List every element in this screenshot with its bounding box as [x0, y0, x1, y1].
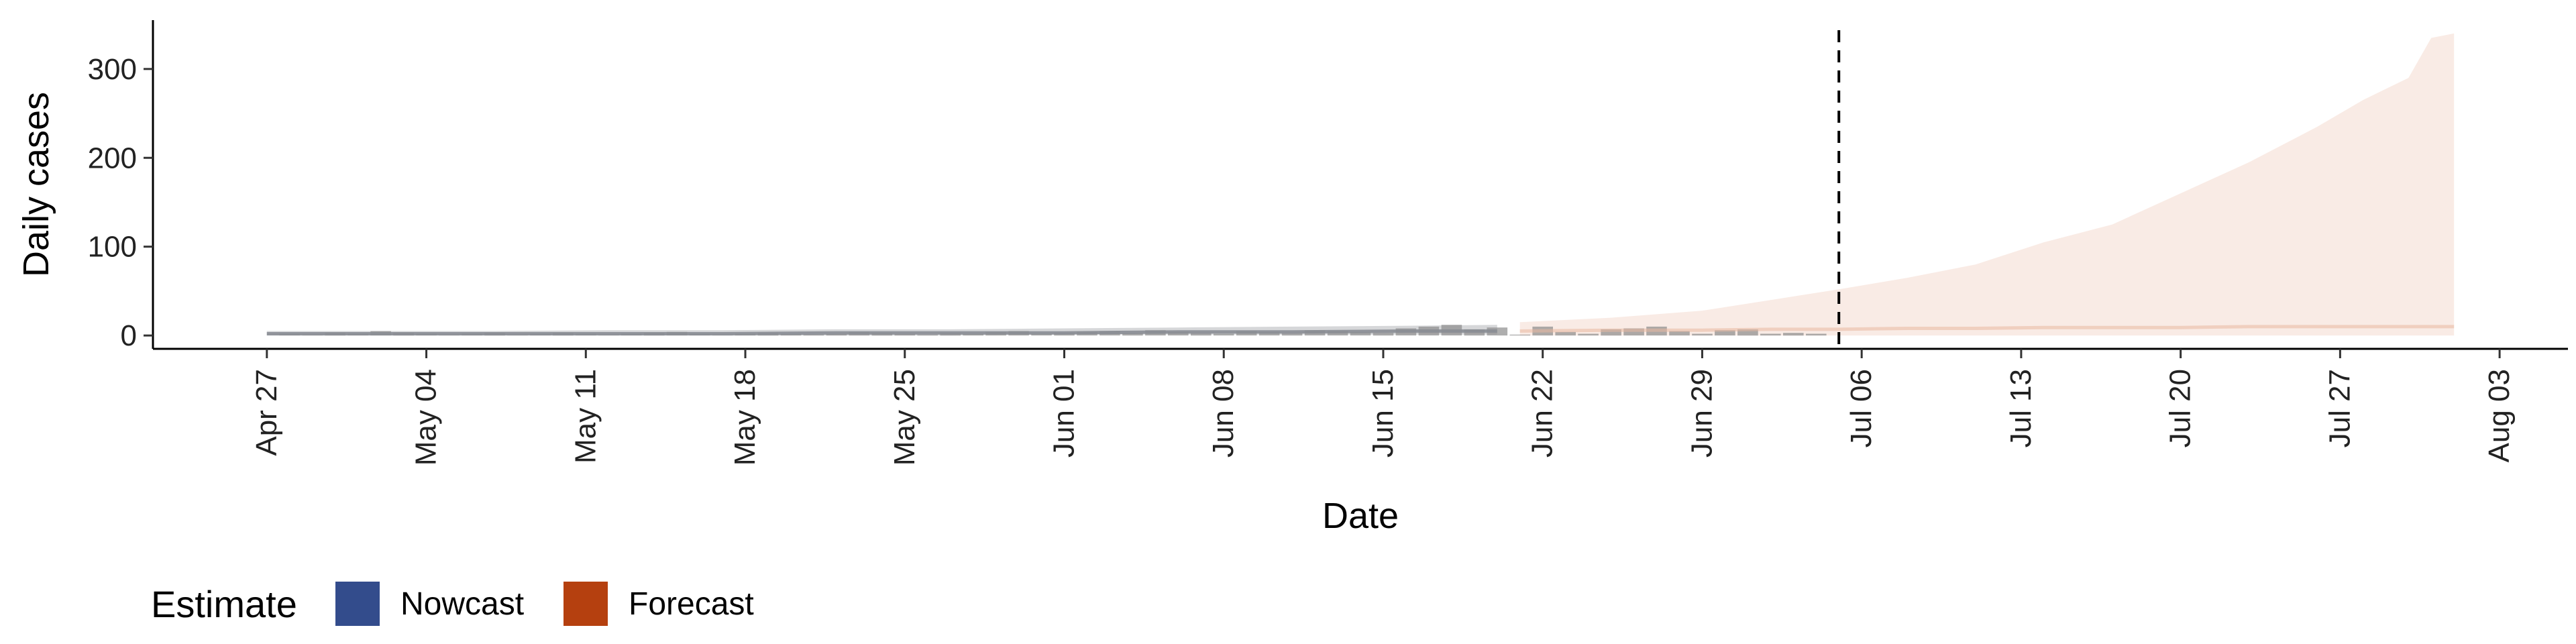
case-bar — [1601, 329, 1621, 336]
case-bar — [1327, 331, 1348, 336]
series-areas — [266, 33, 2455, 336]
x-tick-label: Jun 01 — [1047, 369, 1080, 458]
median-line-nowcast — [266, 329, 1497, 335]
case-bar — [1623, 328, 1644, 336]
y-tick-label: 0 — [121, 319, 137, 352]
case-bar — [1122, 333, 1143, 336]
case-bar — [1737, 329, 1758, 336]
legend-title: Estimate — [151, 583, 297, 625]
legend-swatch-nowcast — [335, 582, 380, 626]
x-tick-label: Jul 27 — [2323, 369, 2356, 447]
y-tick-label: 100 — [88, 231, 137, 264]
case-bar — [1031, 333, 1052, 336]
ribbon-forecast — [1519, 33, 2455, 336]
legend-label-nowcast: Nowcast — [400, 586, 524, 622]
x-tick-label: Jul 20 — [2164, 369, 2197, 447]
case-bar — [1555, 331, 1576, 336]
case-bar — [1806, 333, 1827, 336]
case-bar — [1373, 333, 1394, 336]
case-bar — [1281, 333, 1303, 336]
case-bar — [894, 333, 916, 336]
x-axis-ticks: Apr 27 May 04 May 11 May 18 May 25 Jun 01 Jun … — [250, 349, 2516, 466]
series-lines — [266, 325, 2455, 335]
case-bar — [1692, 333, 1713, 336]
x-tick-label: Jun 29 — [1685, 369, 1718, 458]
x-axis-title: Date — [1322, 496, 1399, 536]
legend: Estimate Nowcast Forecast — [151, 582, 754, 626]
x-tick-label: Jul 13 — [2004, 369, 2037, 447]
median-line-forecast — [1519, 325, 2455, 333]
y-axis-ticks: 0 100 200 300 — [88, 53, 153, 352]
case-bar — [1783, 333, 1804, 336]
case-bar — [1258, 331, 1280, 336]
x-tick-label: May 04 — [410, 369, 443, 466]
case-bar — [963, 333, 983, 336]
y-tick-label: 300 — [88, 53, 137, 86]
x-tick-label: Jun 15 — [1366, 369, 1399, 458]
x-tick-label: Apr 27 — [250, 369, 283, 456]
x-tick-label: Jun 22 — [1526, 369, 1559, 458]
x-tick-label: May 25 — [888, 369, 921, 466]
x-tick-label: May 11 — [569, 369, 602, 464]
x-tick-label: May 18 — [729, 369, 761, 466]
case-bar — [1715, 330, 1735, 336]
x-tick-label: Jun 08 — [1207, 369, 1240, 458]
case-bar — [1578, 333, 1599, 336]
x-tick-label: Jul 06 — [1845, 369, 1878, 447]
case-bar — [1168, 331, 1189, 336]
case-bar — [1191, 333, 1212, 336]
legend-swatch-forecast — [564, 582, 608, 626]
x-tick-label: Aug 03 — [2483, 369, 2516, 462]
case-bar — [1213, 333, 1234, 336]
case-bar — [1760, 333, 1781, 336]
case-bar — [1669, 331, 1690, 336]
legend-label-forecast: Forecast — [629, 586, 754, 622]
y-tick-label: 200 — [88, 142, 137, 174]
y-axis-title: Daily cases — [16, 92, 56, 277]
case-bar — [1350, 331, 1371, 336]
case-bar — [826, 333, 847, 336]
